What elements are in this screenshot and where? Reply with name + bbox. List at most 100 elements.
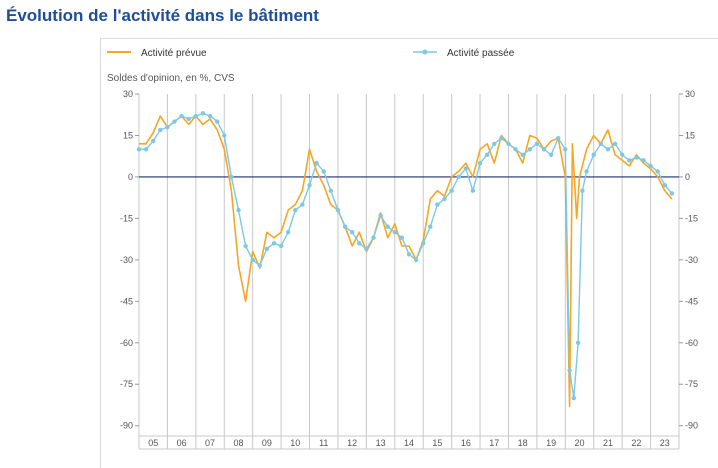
data-point-activite-passee	[648, 163, 653, 169]
data-point-activite-passee	[634, 155, 639, 160]
data-point-activite-passee	[321, 169, 326, 174]
data-point-activite-passee	[215, 119, 220, 124]
x-tick-label: 14	[404, 438, 414, 448]
data-point-activite-passee	[286, 230, 291, 235]
y-tick-label-left: -90	[120, 421, 133, 431]
data-point-activite-passee	[364, 246, 369, 251]
data-point-activite-passee	[499, 136, 504, 141]
data-point-activite-passee	[513, 147, 518, 152]
data-point-activite-passee	[662, 183, 667, 188]
data-point-activite-passee	[584, 169, 589, 174]
data-point-activite-passee	[335, 207, 341, 213]
data-point-activite-passee	[571, 395, 576, 401]
data-point-activite-passee	[548, 152, 554, 157]
data-point-activite-passee	[186, 116, 191, 122]
data-point-activite-passee	[556, 136, 561, 141]
x-tick-label: 16	[461, 438, 471, 448]
data-point-activite-passee	[442, 196, 447, 202]
data-point-activite-passee	[541, 147, 547, 152]
data-point-activite-passee	[243, 243, 248, 249]
x-tick-label: 06	[177, 438, 187, 448]
x-tick-label: 18	[518, 438, 528, 448]
data-point-activite-passee	[193, 113, 198, 119]
data-point-activite-passee	[591, 152, 596, 157]
data-point-activite-passee	[143, 147, 149, 152]
y-tick-label-left: -30	[120, 255, 133, 265]
data-point-activite-passee	[428, 224, 433, 229]
y-tick-label-left: -60	[120, 338, 133, 348]
data-point-activite-passee	[477, 160, 483, 166]
data-point-activite-passee	[563, 147, 568, 152]
data-point-activite-passee	[641, 158, 646, 163]
data-point-activite-passee	[406, 252, 412, 257]
data-point-activite-passee	[449, 188, 454, 193]
data-point-activite-passee	[605, 147, 611, 152]
data-point-activite-passee	[278, 243, 284, 249]
data-point-activite-passee	[392, 230, 397, 235]
x-tick-label: 17	[489, 438, 499, 448]
y-tick-label-right: -60	[685, 338, 698, 348]
data-point-activite-passee	[136, 147, 142, 152]
y-tick-label-right: -15	[685, 213, 698, 223]
x-tick-label: 20	[575, 438, 585, 448]
data-point-activite-passee	[229, 174, 234, 180]
y-tick-label-right: -90	[685, 421, 698, 431]
x-tick-label: 05	[148, 438, 158, 448]
x-tick-label: 09	[262, 438, 272, 448]
data-point-activite-passee	[158, 127, 163, 133]
data-point-activite-passee	[257, 263, 262, 268]
data-point-activite-passee	[598, 141, 603, 146]
line-chart: Activité prévue Activité passée Soldes d…	[107, 48, 698, 450]
data-point-activite-passee	[378, 213, 383, 218]
data-point-activite-passee	[271, 241, 277, 246]
y-tick-label-left: 0	[128, 172, 133, 182]
data-point-activite-passee	[172, 119, 177, 124]
y-tick-label-right: -30	[685, 255, 698, 265]
y-tick-label-right: 0	[685, 172, 690, 182]
y-tick-label-left: 15	[123, 130, 133, 140]
data-point-activite-passee	[527, 147, 532, 152]
x-tick-label: 10	[290, 438, 300, 448]
legend-label-activite-passee: Activité passée	[447, 48, 515, 59]
data-point-activite-passee	[456, 174, 461, 180]
chart-panel: Activité prévue Activité passée Soldes d…	[100, 38, 718, 468]
data-point-activite-passee	[580, 188, 585, 193]
data-point-activite-passee	[485, 152, 490, 157]
series	[136, 111, 675, 408]
series-line-activite-passee	[139, 112, 673, 399]
data-point-activite-passee	[534, 141, 540, 146]
data-point-activite-passee	[179, 113, 184, 119]
data-point-activite-passee	[627, 158, 632, 163]
data-point-activite-passee	[207, 113, 213, 119]
x-tick-label: 08	[233, 438, 243, 448]
data-point-activite-passee	[620, 152, 625, 157]
data-point-activite-passee	[655, 169, 660, 174]
data-point-activite-passee	[300, 202, 305, 207]
data-point-activite-passee	[293, 207, 298, 213]
data-point-activite-passee	[222, 133, 227, 138]
data-point-activite-passee	[328, 188, 333, 193]
data-point-activite-passee	[264, 246, 270, 251]
data-point-activite-passee	[357, 241, 362, 246]
data-point-activite-passee	[575, 340, 581, 345]
legend: Activité prévue Activité passée	[107, 48, 515, 59]
y-tick-label-left: -15	[120, 213, 133, 223]
x-tick-label: 13	[376, 438, 386, 448]
legend-label-activite-prevue: Activité prévue	[141, 48, 207, 59]
y-tick-label-left: -75	[120, 379, 133, 389]
data-point-activite-passee	[314, 160, 319, 166]
data-point-activite-passee	[520, 152, 525, 157]
data-point-activite-passee	[435, 202, 440, 207]
legend-marker-activite-passee	[422, 49, 428, 55]
data-point-activite-passee	[413, 257, 419, 263]
data-point-activite-passee	[669, 191, 675, 196]
data-point-activite-passee	[399, 235, 405, 240]
x-tick-label: 11	[319, 438, 328, 448]
x-tick-label: 22	[631, 438, 641, 448]
data-point-activite-passee	[350, 230, 355, 235]
data-point-activite-passee	[250, 257, 255, 263]
data-point-activite-passee	[342, 224, 348, 229]
data-point-activite-passee	[165, 125, 170, 130]
y-tick-label-left: 30	[123, 89, 133, 99]
